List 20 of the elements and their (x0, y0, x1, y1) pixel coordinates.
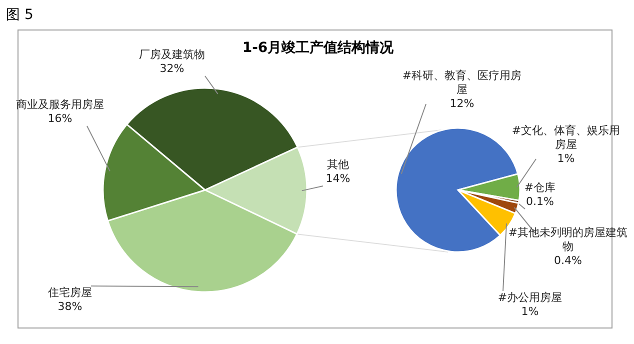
slice-label: #科研、教育、医疗用房屋 (402, 69, 522, 96)
slice-label: 其他 (327, 158, 349, 171)
slice-label: 厂房及建筑物 (139, 48, 205, 61)
data-label: 0.4% (554, 254, 582, 267)
data-label: 1% (557, 152, 575, 165)
data-label: 1% (521, 305, 539, 318)
data-label: 0.1% (526, 195, 554, 208)
data-label: 16% (48, 112, 72, 125)
chart-title: 1-6月竣工产值结构情况 (242, 39, 394, 57)
slice-label: 住宅房屋 (48, 286, 92, 299)
data-label: 38% (58, 300, 82, 313)
slice-label: #办公用房屋 (498, 291, 562, 304)
data-label: 14% (326, 172, 350, 185)
slice-label: #其他未列明的房屋建筑物 (508, 226, 628, 253)
data-label: 32% (160, 62, 184, 75)
slice-label: #仓库 (524, 181, 556, 194)
data-label: 12% (450, 97, 474, 110)
slice-label: 商业及服务用房屋 (16, 98, 104, 111)
caption: 图 5 (6, 6, 34, 24)
slice-label: #文化、体育、娱乐用房屋 (512, 124, 620, 151)
